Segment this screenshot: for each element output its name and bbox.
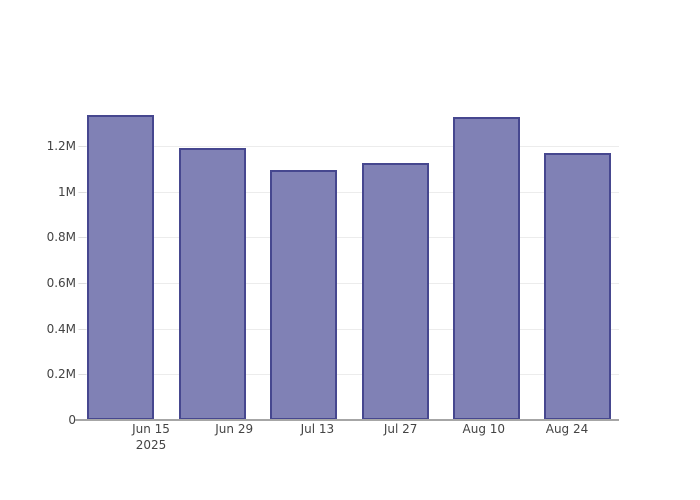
y-axis-tick-mark [79,328,86,330]
y-axis-tick-mark [79,146,86,147]
y-axis-tick-mark [79,237,86,239]
gridline [78,283,619,284]
x-axis-line [75,419,619,421]
x-axis-tick-label: Jul 27 [384,421,418,437]
y-axis-tick-label: 0.6M [46,276,76,290]
bar-jul-13[interactable] [270,170,338,420]
y-axis-tick-label: 1.2M [46,139,76,153]
gridline [78,146,619,147]
x-axis-tick-label: Aug 10 [463,421,506,437]
x-tick-date: Aug 10 [462,422,506,436]
x-axis-tick-label: Jun 29 [215,421,253,437]
gridline [78,374,619,376]
y-axis-tick-label: 0 [68,413,76,427]
gridline [78,237,619,239]
x-axis-tick-label: Jul 13 [301,421,335,437]
x-tick-date: Jun 29 [215,422,254,436]
bar-aug-24[interactable] [544,153,612,420]
x-tick-year: 2025 [135,438,167,452]
gridline [78,191,619,193]
y-axis-tick-mark [79,191,86,193]
gridline [78,328,619,330]
x-axis-tick-label: Aug 24 [546,421,589,437]
x-tick-date: Aug 24 [545,422,589,436]
x-tick-date: Jul 27 [383,422,418,436]
x-axis-tick-label: Jun 15 2025 [132,421,170,453]
y-axis-tick-label: 0.8M [46,230,76,245]
x-tick-date: Jul 13 [300,422,335,436]
y-axis-tick-label: 0.4M [46,321,76,336]
bar-aug-10[interactable] [452,117,520,420]
y-axis-tick-mark [79,374,86,376]
bar-jun-29[interactable] [178,148,246,420]
bar-jul-27[interactable] [361,163,429,420]
y-axis-tick-label: 0.2M [46,367,76,382]
x-tick-date: Jun 15 [132,422,170,436]
bar-jun-15[interactable] [87,115,155,420]
y-axis-tick-mark [79,283,86,284]
y-axis-tick-label: 1M [58,184,76,199]
